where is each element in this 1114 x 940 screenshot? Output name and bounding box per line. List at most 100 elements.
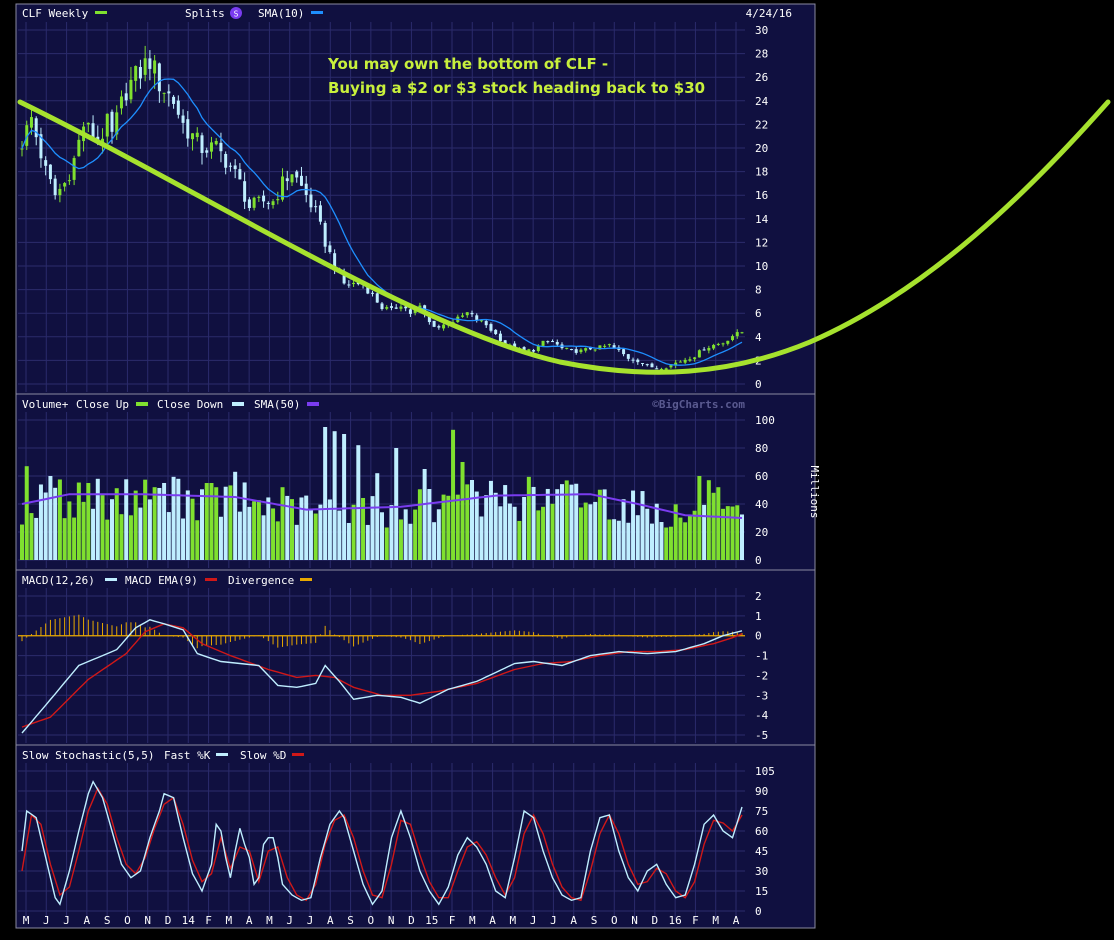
price-candle [34, 118, 38, 138]
volume-bar [200, 489, 204, 560]
stoch-tick-label: 0 [755, 905, 762, 918]
volume-bar [455, 494, 460, 560]
price-candle [25, 125, 29, 146]
fastk-swatch [216, 753, 228, 756]
price-candle [461, 315, 465, 317]
volume-bar [555, 489, 560, 560]
price-candle [603, 345, 607, 347]
price-candle [157, 63, 161, 92]
price-candle [366, 283, 370, 294]
volume-bar [24, 466, 29, 560]
volume-bar [588, 504, 593, 560]
price-candle [645, 364, 649, 366]
slowd-swatch [292, 753, 304, 756]
price-candle [551, 341, 555, 343]
price-candle [607, 344, 611, 346]
price-candle [63, 183, 67, 187]
volume-bar [308, 509, 313, 560]
price-tick-label: 22 [755, 118, 768, 131]
volume-bar [185, 490, 190, 560]
volume-bar [266, 497, 271, 560]
price-candle [669, 364, 673, 368]
volume-bar [100, 495, 105, 560]
volume-bar [95, 478, 100, 560]
volume-bar [545, 488, 550, 560]
price-candle [105, 113, 109, 137]
volume-bar [133, 490, 138, 560]
volume-bar [237, 511, 242, 560]
price-candle [101, 138, 105, 144]
volume-bar [337, 510, 342, 560]
price-candle [181, 115, 185, 123]
volume-bar [105, 519, 110, 560]
price-candle [413, 309, 417, 313]
fast-k-line [21, 780, 743, 906]
volume-bar [735, 505, 740, 560]
price-candle [579, 349, 583, 353]
volume-bar [621, 499, 626, 560]
volume-bar [223, 486, 228, 560]
volume-bar [228, 485, 233, 560]
volume-bar [460, 462, 465, 560]
x-tick-label: O [124, 914, 131, 927]
price-candle [442, 324, 446, 329]
macd-tick-label: -4 [755, 709, 769, 722]
volume-tick-label: 60 [755, 470, 768, 483]
volume-bar [147, 499, 152, 560]
stoch-tick-label: 30 [755, 865, 768, 878]
volume-bar [157, 487, 162, 560]
price-candle [470, 312, 474, 315]
volume-bar [195, 520, 200, 560]
volume-bar [654, 503, 659, 560]
volume-bar [271, 508, 276, 560]
volume-bar [304, 495, 309, 560]
macd-tick-label: -1 [755, 650, 768, 663]
price-candle [219, 142, 223, 152]
price-candle [39, 134, 43, 159]
volume-bar [209, 483, 214, 560]
volume-bar [740, 514, 744, 560]
volume-bar [138, 507, 143, 560]
volume-bar [323, 427, 328, 560]
splits-legend: Splits [185, 7, 225, 20]
volume-bar [417, 489, 422, 560]
volume-bar [124, 479, 129, 560]
volume-bar [81, 501, 86, 560]
price-tick-label: 30 [755, 24, 768, 37]
x-tick-label: A [246, 914, 253, 927]
price-candle [271, 201, 275, 206]
volume-bar [725, 506, 730, 560]
volume-bar [53, 487, 58, 560]
volume-bar [664, 527, 669, 560]
volume-bar [422, 469, 427, 560]
price-candle [408, 309, 412, 314]
x-tick-label: M [510, 914, 517, 927]
volume-bar [370, 496, 375, 560]
vol-sma-legend: SMA(50) [254, 398, 300, 411]
volume-bar [574, 483, 579, 560]
stoch-legend: Slow Stochastic(5,5) [22, 749, 154, 762]
volume-bar [143, 479, 148, 560]
divergence-legend: Divergence [228, 574, 294, 587]
volume-bar [152, 487, 157, 560]
volume-bar [541, 506, 546, 560]
price-candle [124, 93, 128, 101]
price-candle [167, 91, 171, 94]
macd-panel [15, 569, 816, 746]
x-tick-label: J [43, 914, 50, 927]
x-tick-label: O [368, 914, 375, 927]
price-candle [659, 368, 663, 370]
x-tick-label: F [692, 914, 699, 927]
price-tick-label: 20 [755, 142, 768, 155]
price-candle [247, 199, 251, 208]
x-tick-label: D [165, 914, 172, 927]
volume-bar [171, 476, 176, 560]
x-tick-label: J [63, 914, 70, 927]
price-candle [214, 140, 218, 145]
macd-tick-label: 1 [755, 610, 762, 623]
volume-bar [233, 471, 238, 560]
price-candle [299, 175, 303, 186]
price-candle [224, 153, 228, 168]
macd-tick-label: 0 [755, 630, 762, 643]
